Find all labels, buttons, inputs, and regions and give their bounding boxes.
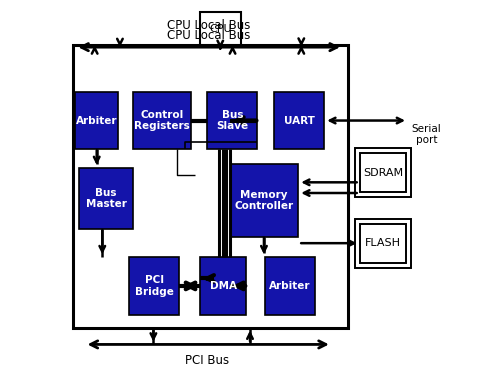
Bar <box>79 168 133 229</box>
Text: PCI
Bridge: PCI Bridge <box>135 275 173 297</box>
Bar <box>360 153 406 192</box>
Bar <box>76 92 118 149</box>
Bar <box>355 148 411 197</box>
Bar <box>274 92 324 149</box>
Text: Arbiter: Arbiter <box>269 281 310 291</box>
Text: UART: UART <box>284 116 314 126</box>
Text: Arbiter: Arbiter <box>76 116 118 126</box>
Bar <box>129 257 180 315</box>
Bar <box>74 45 348 328</box>
Text: PCI Bus: PCI Bus <box>185 354 230 367</box>
Bar <box>200 257 246 315</box>
Text: CPU Local Bus: CPU Local Bus <box>168 29 251 43</box>
Text: Bus
Master: Bus Master <box>86 188 126 209</box>
Text: DMA: DMA <box>210 281 236 291</box>
Bar <box>265 257 315 315</box>
Bar <box>208 92 258 149</box>
Bar <box>355 219 411 267</box>
Bar <box>230 164 298 236</box>
Bar <box>200 12 240 45</box>
Text: Memory
Controller: Memory Controller <box>234 189 294 211</box>
Text: Bus
Slave: Bus Slave <box>216 110 248 131</box>
Text: CPU: CPU <box>209 23 232 34</box>
Text: FLASH: FLASH <box>365 238 401 248</box>
Text: Control
Registers: Control Registers <box>134 110 190 131</box>
Bar <box>133 92 190 149</box>
Bar <box>360 224 406 263</box>
Text: SDRAM: SDRAM <box>363 167 403 178</box>
Text: Serial
port: Serial port <box>412 124 442 145</box>
Text: CPU Local Bus: CPU Local Bus <box>168 19 251 32</box>
